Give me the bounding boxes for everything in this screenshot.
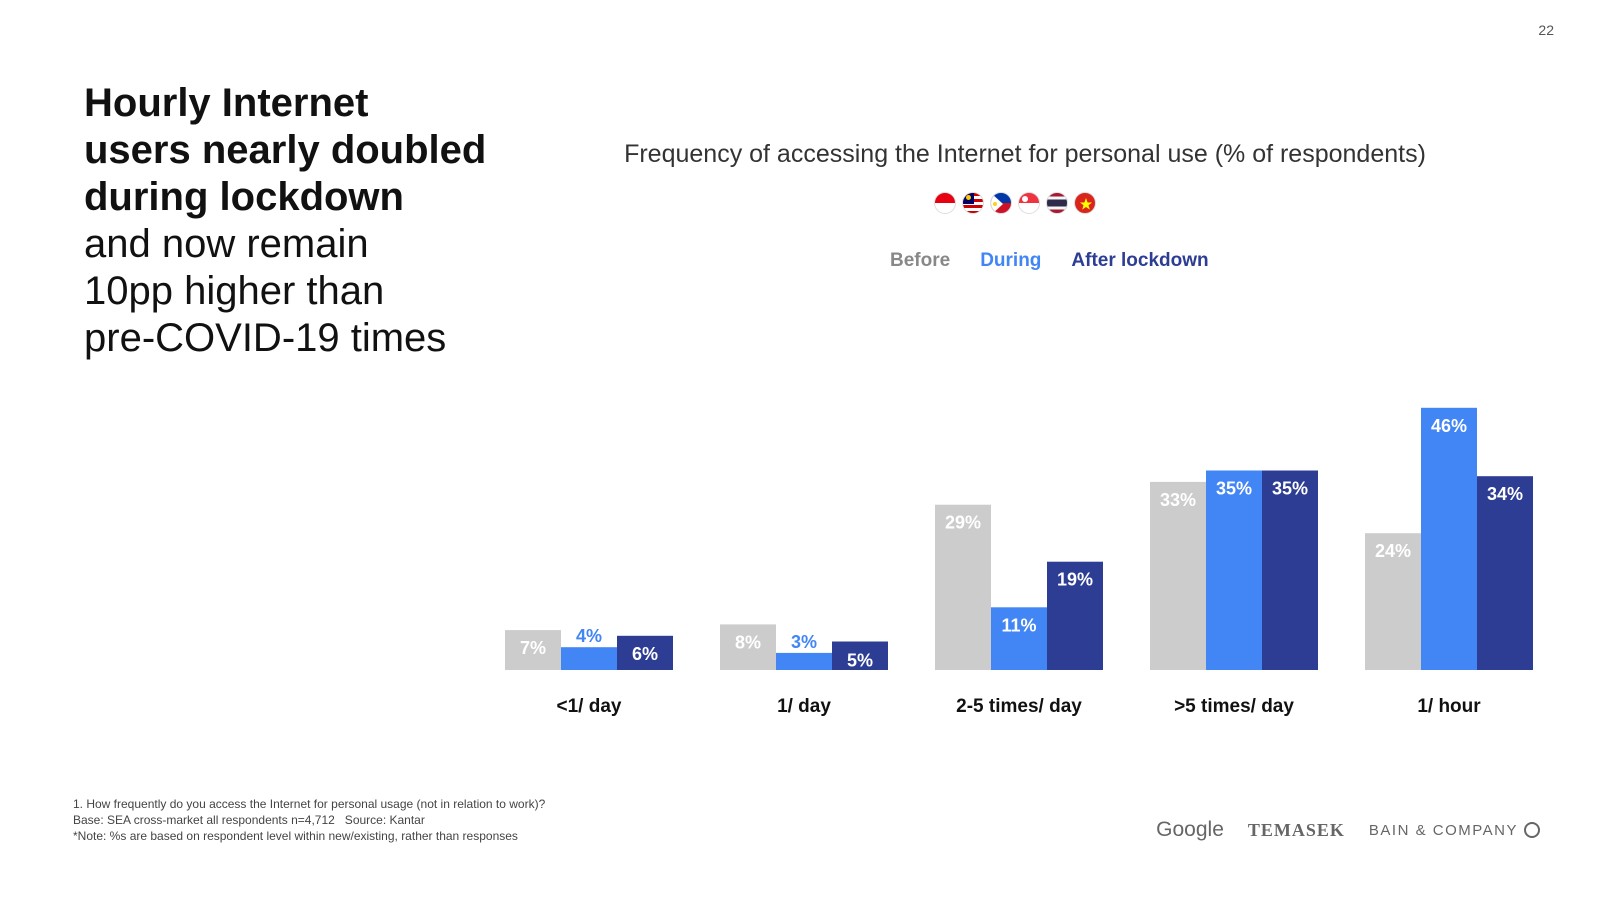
page-number: 22 [1538,22,1554,38]
x-tick-label: 2-5 times/ day [956,696,1082,717]
data-label: 3% [791,632,817,652]
bain-logo: BAIN & COMPANY [1369,822,1540,839]
slide-headline: Hourly Internet users nearly doubled dur… [84,80,504,362]
headline-bold-line: Hourly Internet [84,81,369,125]
temasek-logo: TEMASEK [1247,819,1345,840]
data-label: 35% [1216,479,1252,499]
bar-during [1421,407,1477,670]
singapore-flag-icon [1018,192,1040,214]
bar-before [720,624,776,670]
indonesia-flag-icon [934,192,956,214]
footnotes: 1. How frequently do you access the Inte… [73,796,545,844]
philippines-flag-icon [990,192,1012,214]
legend-before: Before [890,250,951,271]
headline-light-line: pre-COVID-19 times [84,316,447,360]
chart-legend: Before During After lockdown [890,250,1209,272]
footnote-line: 1. How frequently do you access the Inte… [73,797,546,811]
data-label: 33% [1160,490,1196,510]
data-label: 19% [1057,570,1093,590]
bar-before [505,630,561,670]
data-label: 6% [632,644,658,664]
data-label: 29% [945,513,981,533]
data-label: 11% [1001,615,1036,635]
bar-during [1206,470,1262,670]
x-tick-label: <1/ day [557,696,622,717]
headline-bold-line: users nearly doubled [84,128,487,172]
legend-after: After lockdown [1071,250,1209,271]
google-logo: Google [1156,818,1224,841]
bain-logo-text: BAIN & COMPANY [1368,821,1518,839]
headline-bold-line: during lockdown [84,175,404,219]
bar-during [991,607,1047,670]
bain-mark-icon [1524,822,1540,838]
footnote-line: Base: SEA cross-market all respondents n… [73,813,425,827]
thailand-flag-icon [1046,192,1068,214]
footnote-line: *Note: %s are based on respondent level … [73,829,518,843]
bar-before [1150,481,1206,670]
legend-during: During [980,250,1042,271]
chart-title: Frequency of accessing the Internet for … [624,140,1426,168]
data-label: 34% [1487,484,1523,504]
headline-light-line: and now remain [84,222,369,266]
bar-after [832,641,888,670]
bar-before [1365,533,1421,670]
data-label: 4% [576,626,602,646]
bar-during [776,652,832,670]
x-tick-label: 1/ hour [1417,696,1481,717]
bar-after [1477,476,1533,670]
data-label: 8% [735,632,761,652]
partner-logos: Google TEMASEK BAIN & COMPANY [1156,818,1540,842]
data-label: 24% [1375,541,1411,561]
data-label: 7% [520,638,546,658]
bar-after [617,635,673,670]
bar-during [561,647,617,670]
headline-light-line: 10pp higher than [84,269,385,313]
data-label: 5% [847,651,873,671]
country-flags [934,192,1096,214]
data-label: 46% [1431,416,1467,436]
data-label: 35% [1272,479,1308,499]
vietnam-flag-icon [1074,192,1096,214]
bar-before [935,504,991,670]
bar-after [1262,470,1318,670]
bar-after [1047,561,1103,670]
malaysia-flag-icon [962,192,984,214]
x-tick-label: 1/ day [777,696,831,717]
x-tick-label: >5 times/ day [1174,696,1294,717]
